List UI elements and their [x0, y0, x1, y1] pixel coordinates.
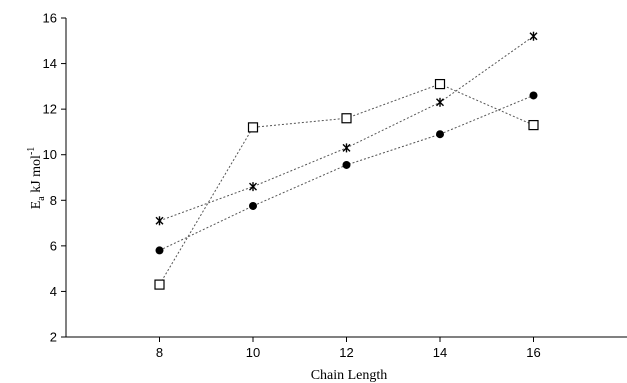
y-tick-label: 4	[50, 284, 57, 299]
data-point-circle	[155, 246, 164, 255]
series-line-2	[159, 35, 534, 222]
x-tick-label: 16	[526, 345, 540, 360]
y-tick-label: 8	[50, 193, 57, 208]
x-tick-label: 10	[246, 345, 260, 360]
data-point-circle	[342, 160, 351, 169]
y-tick-label: 16	[43, 11, 57, 26]
data-point-circle	[249, 201, 257, 210]
y-tick-label: 2	[50, 330, 57, 345]
series-lines	[159, 35, 534, 285]
data-point-square	[154, 279, 165, 290]
y-tick-label: 10	[43, 147, 57, 162]
data-point-asterisk	[155, 216, 164, 226]
data-point-asterisk	[529, 31, 538, 41]
data-point-circle	[529, 91, 538, 100]
data-point-asterisk	[342, 143, 351, 153]
x-tick-label: 14	[433, 345, 447, 360]
axis-labels: Chain Length Ea kJ mol-1	[26, 147, 387, 383]
data-point-circle	[436, 130, 444, 139]
x-axis-title: Chain Length	[311, 368, 388, 383]
data-point-square	[247, 122, 259, 133]
y-axis-title: Ea kJ mol-1	[26, 147, 47, 210]
y-tick-label: 12	[43, 102, 57, 117]
markers	[154, 31, 539, 290]
data-point-square	[341, 113, 352, 124]
y-tick-label: 14	[43, 56, 57, 71]
y-tick-label: 6	[50, 238, 57, 253]
data-point-asterisk	[436, 97, 444, 107]
axes: 2 4 6 8 10 12 14 16 8 10 12 14 16	[43, 11, 627, 360]
x-tick-label: 12	[339, 345, 353, 360]
data-point-asterisk	[249, 182, 257, 192]
x-tick-label: 8	[156, 345, 163, 360]
data-point-square	[528, 119, 539, 131]
data-point-square	[434, 78, 446, 90]
